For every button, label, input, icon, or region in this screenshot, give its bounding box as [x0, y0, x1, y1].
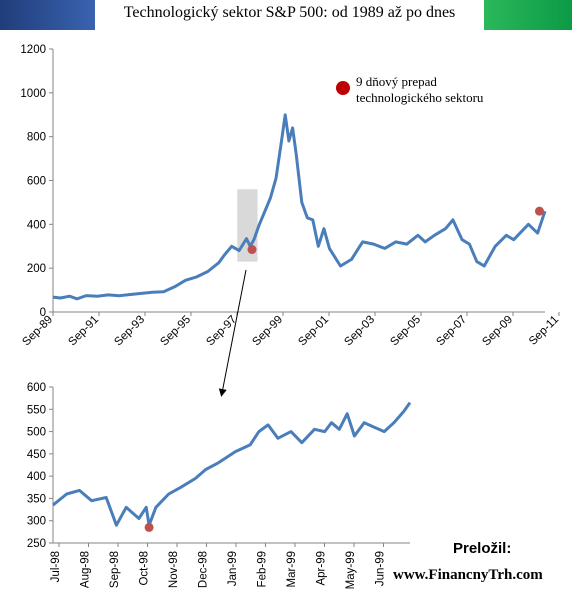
y-tick-label: 1000	[20, 88, 46, 100]
x-tick-label: Dec-98	[198, 551, 210, 588]
x-tick-label: Sep-05	[388, 314, 423, 349]
y-tick-label: 800	[27, 132, 46, 144]
y-tick-label: 300	[27, 516, 46, 528]
highlight-point	[247, 245, 257, 255]
y-tick-label: 600	[27, 176, 46, 188]
x-tick-label: Jan-99	[227, 551, 239, 586]
y-tick-label: 1200	[20, 44, 46, 56]
y-tick-label: 400	[27, 471, 46, 483]
x-tick-label: Apr-99	[316, 551, 328, 586]
header-accent-left	[0, 0, 95, 30]
x-tick-label: Jul-98	[50, 551, 62, 582]
chart-title: Technologický sektor S&P 500: od 1989 až…	[123, 4, 456, 21]
x-tick-label: Sep-98	[109, 551, 121, 588]
legend-label: 9 dňový prepad technologického sektoru	[356, 74, 484, 105]
x-tick-label: Nov-98	[168, 551, 180, 588]
x-tick-label: Sep-09	[480, 314, 515, 349]
x-tick-label: Mar-99	[286, 551, 298, 587]
x-tick-label: Sep-89	[20, 314, 55, 349]
series-line	[52, 401, 412, 527]
x-tick-label: Sep-01	[296, 314, 331, 349]
y-tick-label: 350	[27, 493, 46, 505]
header-bar: Technologický sektor S&P 500: od 1989 až…	[0, 0, 572, 30]
x-tick-label: Sep-93	[112, 314, 147, 349]
x-tick-label: Sep-99	[250, 314, 285, 349]
x-tick-label: Jun-99	[375, 551, 387, 586]
x-tick-label: Aug-98	[80, 551, 92, 588]
y-tick-label: 550	[27, 404, 46, 416]
y-tick-label: 500	[27, 427, 46, 439]
legend-marker	[336, 81, 350, 95]
annotations	[218, 81, 350, 397]
connector-arrow	[218, 269, 247, 397]
series-line	[52, 113, 547, 301]
y-tick-label: 0	[40, 307, 46, 319]
x-tick-label: Sep-07	[434, 314, 469, 349]
x-tick-label: May-99	[345, 551, 357, 589]
y-tick-label: 200	[27, 263, 46, 275]
highlight-point	[144, 522, 154, 532]
x-tick-label: Feb-99	[257, 551, 269, 587]
y-tick-label: 600	[27, 382, 46, 394]
zoom-chart: 250 300 350 400 450 500 550 600 Jul-98 Aug-98 Sep-…	[27, 382, 412, 589]
x-tick-label: Sep-11	[527, 314, 561, 348]
y-tick-label: 450	[27, 449, 46, 461]
y-tick-label: 250	[27, 538, 46, 550]
translator-label: Preložil:	[453, 540, 512, 557]
header-accent-right	[484, 0, 572, 30]
y-tick-label: 400	[27, 219, 46, 231]
website-label: www.FinancnyTrh.com	[393, 567, 543, 583]
x-tick-label: Sep-95	[158, 314, 193, 349]
x-tick-label: Sep-91	[66, 314, 101, 349]
x-tick-label: Oct-98	[139, 551, 151, 586]
highlight-point	[534, 206, 544, 216]
x-tick-label: Sep-03	[342, 314, 377, 349]
